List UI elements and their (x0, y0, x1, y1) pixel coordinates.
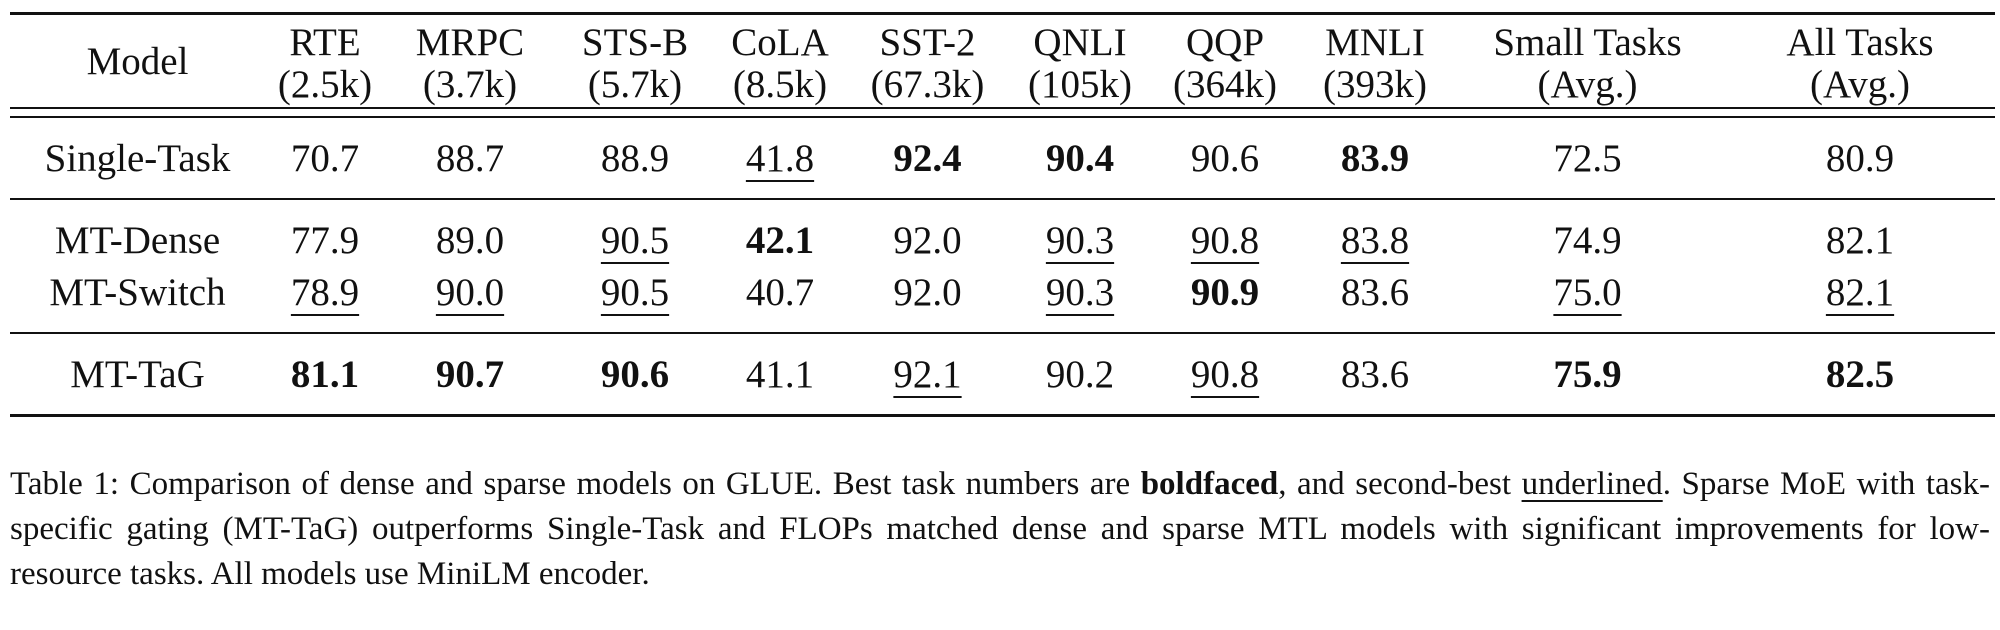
score-cell: 90.6 (1190, 136, 1260, 180)
table-row: MT-Dense 77.9 89.0 90.5 42.1 92.0 90.3 90.8 83.8… (10, 214, 1995, 266)
column-header: MRPC (415, 21, 525, 64)
column-header: SST-2 (879, 21, 976, 64)
caption-bold-word: boldfaced (1140, 466, 1279, 502)
column-header: CoLA (731, 21, 829, 64)
score-cell: 89.0 (435, 218, 505, 262)
score-cell: 83.6 (1340, 270, 1410, 314)
score-cell: 82.1 (1825, 270, 1895, 314)
row-gap (10, 117, 1995, 132)
score-cell: 90.6 (600, 352, 670, 396)
score-cell: 90.9 (1190, 270, 1260, 314)
score-cell: 88.9 (600, 136, 670, 180)
score-cell: 90.4 (1045, 136, 1115, 180)
row-gap (10, 184, 1995, 199)
score-cell: 74.9 (1553, 218, 1622, 262)
score-cell: 88.7 (435, 136, 505, 180)
score-cell: 75.0 (1553, 270, 1622, 314)
bottom-rule (10, 413, 1995, 417)
score-cell: 41.8 (745, 136, 815, 180)
top-rule (10, 12, 1995, 16)
row-gap (10, 318, 1995, 333)
table-row: MT-Switch 78.9 90.0 90.5 40.7 92.0 90.3 90.9 83.… (10, 266, 1995, 318)
column-subheader: (Avg.) (1810, 63, 1910, 106)
score-cell: 82.1 (1825, 218, 1895, 262)
header-subrow: (2.5k) (3.7k) (5.7k) (8.5k) (67.3k) (105k) (36… (10, 62, 1995, 108)
score-cell: 92.1 (893, 352, 962, 396)
score-cell: 90.0 (435, 270, 505, 314)
score-cell: 41.1 (745, 352, 815, 396)
model-name: MT-Dense (54, 218, 221, 262)
score-cell: 90.2 (1045, 352, 1115, 396)
score-cell: 80.9 (1825, 136, 1895, 180)
caption-underline-word: underlined (1521, 466, 1663, 502)
score-cell: 70.7 (290, 136, 360, 180)
column-subheader: (67.3k) (870, 63, 985, 106)
score-cell: 77.9 (290, 218, 360, 262)
column-header: STS-B (581, 21, 689, 64)
model-header: Model (86, 39, 189, 83)
results-table: Model RTE MRPC STS-B CoLA SST-2 QNLI QQP MNLI Sm… (10, 12, 1995, 417)
row-gap (10, 200, 1995, 214)
score-cell: 72.5 (1553, 136, 1622, 180)
table-row: MT-TaG 81.1 90.7 90.6 41.1 92.1 90.2 90.8 83.6 75… (10, 348, 1995, 400)
column-subheader: (8.5k) (732, 63, 828, 106)
score-cell: 81.1 (290, 352, 360, 396)
column-subheader: (3.7k) (422, 63, 518, 106)
column-subheader: (364k) (1173, 63, 1277, 106)
score-cell: 83.6 (1340, 352, 1410, 396)
score-cell: 83.9 (1340, 136, 1410, 180)
score-cell: 90.7 (435, 352, 505, 396)
double-rule (10, 107, 1995, 118)
table-caption: Table 1: Comparison of dense and sparse … (10, 462, 1990, 597)
score-cell: 78.9 (290, 270, 360, 314)
score-cell: 40.7 (745, 270, 815, 314)
score-cell: 82.5 (1825, 352, 1895, 396)
row-gap (10, 400, 1995, 414)
score-cell: 90.5 (600, 270, 670, 314)
column-header: MNLI (1325, 21, 1425, 64)
column-header: All Tasks (1786, 21, 1934, 64)
score-cell: 75.9 (1553, 352, 1622, 396)
column-subheader: (Avg.) (1537, 63, 1638, 106)
table-row: Single-Task 70.7 88.7 88.9 41.8 92.4 90.4 90.6 8… (10, 132, 1995, 184)
score-cell: 92.0 (893, 218, 962, 262)
column-header: QQP (1185, 21, 1265, 64)
score-cell: 92.4 (893, 136, 962, 180)
score-cell: 90.3 (1045, 270, 1115, 314)
column-subheader: (2.5k) (277, 63, 373, 106)
caption-text-2: , and second-best (1278, 466, 1522, 502)
score-cell: 42.1 (745, 218, 815, 262)
score-cell: 92.0 (893, 270, 962, 314)
header-row: Model RTE MRPC STS-B CoLA SST-2 QNLI QQP MNLI Sm… (10, 15, 1995, 81)
model-name: MT-Switch (49, 270, 226, 314)
column-header: QNLI (1033, 21, 1127, 64)
score-cell: 83.8 (1340, 218, 1410, 262)
score-cell: 90.8 (1190, 352, 1260, 396)
model-name: MT-TaG (70, 352, 205, 396)
caption-text-3: . Sparse MoE with task-specific gating (… (10, 466, 1990, 592)
column-subheader: (105k) (1028, 63, 1132, 106)
column-header: RTE (289, 21, 361, 64)
score-cell: 90.3 (1045, 218, 1115, 262)
score-cell: 90.5 (600, 218, 670, 262)
column-header: Small Tasks (1493, 21, 1682, 64)
column-subheader: (393k) (1323, 63, 1427, 106)
column-subheader: (5.7k) (587, 63, 683, 106)
row-gap (10, 334, 1995, 348)
caption-text-1: Table 1: Comparison of dense and sparse … (10, 466, 1141, 502)
model-name: Single-Task (44, 136, 231, 180)
score-cell: 90.8 (1190, 218, 1260, 262)
